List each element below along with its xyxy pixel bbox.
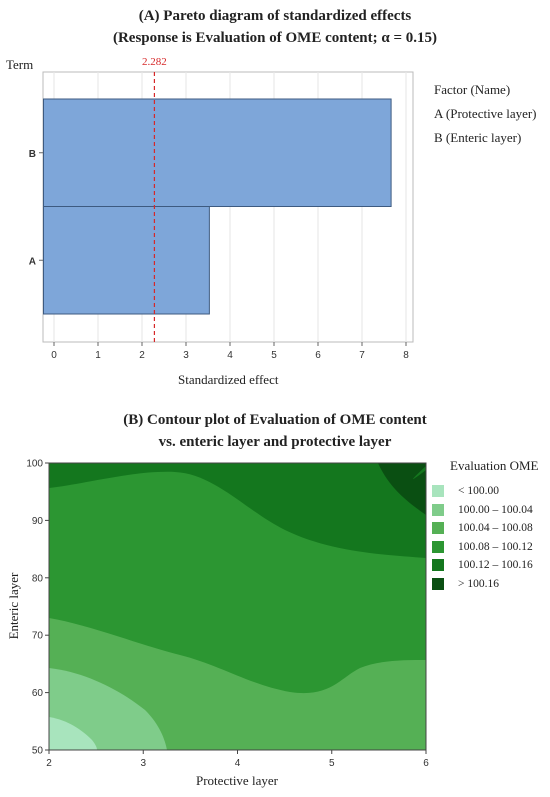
contour-y-tick-label: 70 bbox=[32, 631, 44, 642]
contour-x-tick-label: 3 bbox=[140, 758, 146, 769]
pareto-x-tick-label: 3 bbox=[183, 350, 189, 361]
pareto-y-axis-label: Term bbox=[6, 57, 34, 72]
pareto-x-tick-label: 5 bbox=[271, 350, 277, 361]
pareto-x-tick-label: 2 bbox=[139, 350, 145, 361]
contour-legend-swatch bbox=[432, 577, 444, 590]
contour-x-tick-label: 2 bbox=[46, 758, 52, 769]
contour-y-tick-label: 90 bbox=[32, 516, 44, 527]
pareto-x-tick-label: 0 bbox=[51, 350, 57, 361]
contour-legend-swatch bbox=[432, 559, 444, 572]
contour-x-tick-label: 4 bbox=[235, 758, 241, 769]
contour-region-lt-100-00 bbox=[49, 717, 97, 750]
factor-a: A (Protective layer) bbox=[434, 106, 537, 121]
contour-legend-item: > 100.16 bbox=[432, 575, 499, 591]
contour-y-tick-label: 60 bbox=[32, 688, 44, 699]
pareto-x-ticks: 0 1 2 3 4 5 6 7 8 bbox=[51, 342, 409, 361]
contour-legend-label: 100.08 – 100.12 bbox=[458, 540, 533, 553]
contour-y-tick-label: 100 bbox=[26, 459, 43, 470]
contour-title-line1: (B) Contour plot of Evaluation of OME co… bbox=[123, 412, 427, 428]
contour-legend-label: 100.00 – 100.04 bbox=[458, 503, 533, 516]
contour-legend-label: 100.12 – 100.16 bbox=[458, 559, 533, 572]
pareto-x-tick-label: 6 bbox=[315, 350, 321, 361]
factor-b: B (Enteric layer) bbox=[434, 130, 522, 145]
pareto-y-ticks: BA bbox=[29, 149, 43, 267]
pareto-x-tick-label: 4 bbox=[227, 350, 233, 361]
contour-legend-item: < 100.00 bbox=[432, 482, 499, 498]
pareto-reference-label: 2.282 bbox=[142, 56, 167, 68]
contour-legend-swatch bbox=[432, 485, 444, 498]
contour-legend-item: 100.08 – 100.12 bbox=[432, 538, 533, 554]
contour-x-tick-label: 5 bbox=[329, 758, 335, 769]
pareto-y-tick-label: A bbox=[29, 256, 36, 267]
pareto-y-tick-label: B bbox=[29, 149, 36, 160]
contour-y-axis-label: Enteric layer bbox=[6, 572, 21, 640]
pareto-bar-b bbox=[43, 98, 392, 207]
contour-y-tick-label: 80 bbox=[32, 573, 44, 584]
contour-y-ticks: 50 60 70 80 90 100 bbox=[26, 459, 49, 757]
pareto-x-tick-label: 8 bbox=[403, 350, 409, 361]
contour-legend-item: 100.12 – 100.16 bbox=[432, 556, 533, 572]
pareto-bars bbox=[43, 98, 392, 315]
contour-x-axis-label: Protective layer bbox=[196, 773, 278, 788]
contour-region-gt-100-16 bbox=[378, 463, 426, 515]
contour-legend-label: 100.04 – 100.08 bbox=[458, 522, 533, 535]
contour-regions bbox=[49, 463, 426, 750]
contour-legend-item: 100.04 – 100.08 bbox=[432, 519, 533, 535]
pareto-x-tick-label: 7 bbox=[359, 350, 365, 361]
contour-legend-label: < 100.00 bbox=[458, 485, 499, 498]
contour-legend-item: 100.00 – 100.04 bbox=[432, 501, 533, 517]
pareto-title-line1: (A) Pareto diagram of standardized effec… bbox=[138, 8, 412, 24]
factor-header: Factor (Name) bbox=[434, 82, 511, 97]
contour-legend-title: Evaluation OME bbox=[450, 458, 539, 473]
pareto-bar-a bbox=[43, 206, 210, 315]
contour-legend-swatch bbox=[432, 522, 444, 535]
pareto-reference-line: 2.282 bbox=[142, 56, 167, 342]
contour-title-line2: vs. enteric layer and protective layer bbox=[158, 434, 392, 450]
pareto-title-line2: (Response is Evaluation of OME content; … bbox=[112, 30, 437, 46]
contour-x-ticks: 2 3 4 5 6 bbox=[46, 750, 429, 769]
contour-y-tick-label: 50 bbox=[32, 746, 44, 757]
pareto-x-tick-label: 1 bbox=[95, 350, 101, 361]
contour-x-tick-label: 6 bbox=[423, 758, 429, 769]
contour-legend-swatch bbox=[432, 503, 444, 516]
contour-legend-swatch bbox=[432, 540, 444, 553]
pareto-x-axis-label: Standardized effect bbox=[178, 372, 279, 387]
contour-legend-label: > 100.16 bbox=[458, 577, 499, 590]
